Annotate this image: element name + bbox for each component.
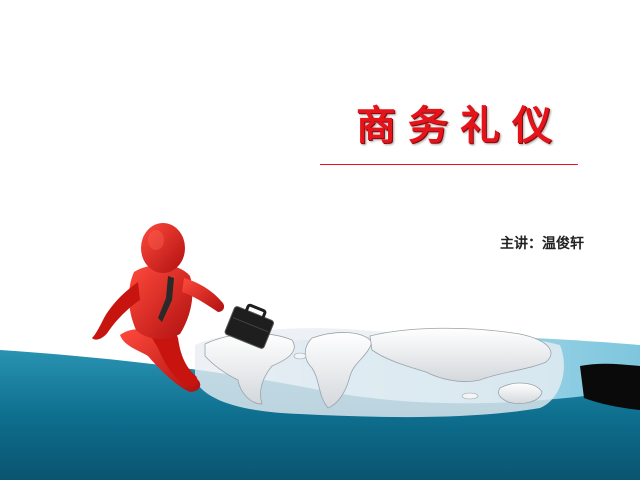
teal-wave bbox=[0, 350, 640, 480]
briefcase-icon bbox=[224, 303, 274, 349]
red-figure bbox=[92, 223, 225, 392]
title-divider bbox=[320, 164, 578, 165]
dark-corner-shape bbox=[580, 363, 640, 410]
world-map bbox=[195, 327, 564, 418]
presenter-label: 主讲：温俊轩 bbox=[500, 236, 584, 252]
slide-title: 商务礼仪 bbox=[356, 103, 564, 149]
